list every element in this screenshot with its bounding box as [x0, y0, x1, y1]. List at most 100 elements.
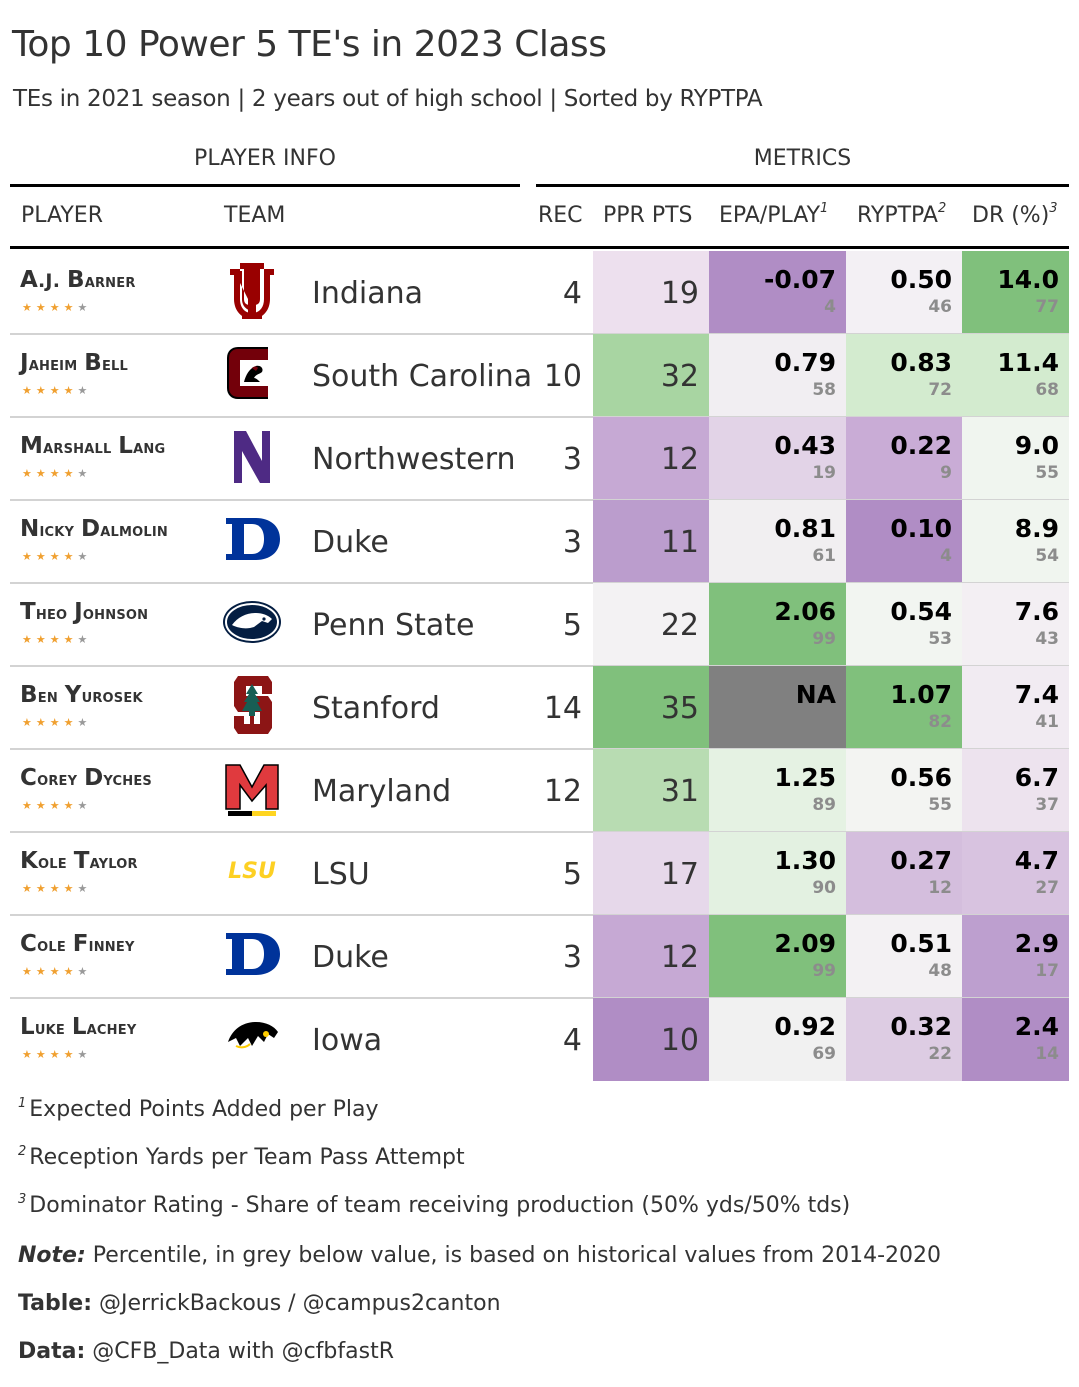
star-icon: ★	[77, 467, 92, 480]
group-rule-metrics	[536, 184, 1069, 187]
star-icon: ★	[35, 301, 50, 314]
epa-cell: 0.79 58	[709, 334, 846, 417]
rec-value: 3	[562, 442, 582, 477]
rec-value: 12	[543, 774, 582, 809]
table-row: Kole Taylor ★★★★★ LSU LSU 5 17 1.30 90 0.27 12 4.7…	[10, 832, 1069, 915]
star-icon: ★	[49, 1048, 64, 1061]
northwestern-logo	[222, 425, 282, 487]
rec-value: 4	[562, 1023, 582, 1058]
epa-cell: 0.92 69	[709, 998, 846, 1081]
dr-cell: 6.7 37	[962, 749, 1069, 832]
footnote-1: 1 Expected Points Added per Play	[18, 1096, 379, 1122]
header-rule	[10, 246, 1069, 249]
row-divider	[10, 665, 1069, 667]
col-header-epa: EPA/PLAY1	[719, 201, 829, 228]
star-icon: ★	[63, 882, 78, 895]
table-title: Top 10 Power 5 TE's in 2023 Class	[12, 24, 607, 65]
col-header-player: PLAYER	[21, 203, 103, 228]
penn-state-logo	[222, 591, 282, 653]
dr-cell: 7.4 41	[962, 666, 1069, 749]
table-row: Ben Yurosek ★★★★★ Stanford 14 35 NA 1.07 82 7.4 4…	[10, 666, 1069, 749]
row-divider	[10, 582, 1069, 584]
player-name: Luke Lachey	[20, 1014, 136, 1040]
team-name: Indiana	[312, 276, 424, 311]
ryptpa-value: 0.22	[890, 431, 952, 460]
ryptpa-percentile: 12	[928, 878, 952, 898]
dr-cell: 8.9 54	[962, 500, 1069, 583]
dr-percentile: 43	[1035, 629, 1059, 649]
table-credit: Table: @JerrickBackous / @campus2canton	[18, 1291, 501, 1316]
rec-value: 10	[543, 359, 582, 394]
star-rating: ★★★★★	[22, 384, 91, 397]
epa-percentile: 19	[812, 463, 836, 483]
star-icon: ★	[77, 633, 92, 646]
col-header-dr: DR (%)3	[972, 201, 1058, 228]
team-name: LSU	[312, 857, 370, 892]
team-name: Maryland	[312, 774, 452, 809]
ppr-cell: 12	[593, 417, 709, 500]
ryptpa-percentile: 46	[928, 297, 952, 317]
star-icon: ★	[49, 716, 64, 729]
epa-value: 1.30	[774, 846, 836, 875]
dr-cell: 4.7 27	[962, 832, 1069, 915]
ryptpa-percentile: 9	[940, 463, 952, 483]
footnote-2: 2 Reception Yards per Team Pass Attempt	[18, 1144, 465, 1170]
epa-cell: 0.43 19	[709, 417, 846, 500]
star-icon: ★	[63, 467, 78, 480]
dr-percentile: 27	[1035, 878, 1059, 898]
star-icon: ★	[77, 550, 92, 563]
star-icon: ★	[35, 550, 50, 563]
table-subtitle: TEs in 2021 season | 2 years out of high…	[13, 86, 763, 112]
dr-value: 2.4	[1014, 1012, 1059, 1041]
epa-value: 0.81	[774, 514, 836, 543]
ppr-value: 22	[660, 608, 699, 643]
star-icon: ★	[77, 384, 92, 397]
star-icon: ★	[77, 965, 92, 978]
group-player-info: PLAYER INFO	[194, 146, 336, 171]
ryptpa-value: 0.51	[890, 929, 952, 958]
star-icon: ★	[63, 633, 78, 646]
star-icon: ★	[22, 716, 36, 729]
star-rating: ★★★★★	[22, 882, 91, 895]
dr-value: 9.0	[1014, 431, 1059, 460]
epa-cell: 1.30 90	[709, 832, 846, 915]
epa-percentile: 61	[812, 546, 836, 566]
star-icon: ★	[77, 1048, 92, 1061]
ryptpa-cell: 0.51 48	[846, 915, 962, 998]
ppr-value: 17	[660, 857, 699, 892]
ryptpa-cell: 0.83 72	[846, 334, 962, 417]
dr-cell: 14.0 77	[962, 251, 1069, 334]
ryptpa-value: 1.07	[890, 680, 952, 709]
player-first-name: Ben	[20, 682, 58, 708]
ryptpa-cell: 0.56 55	[846, 749, 962, 832]
ppr-value: 32	[660, 359, 699, 394]
player-first-name: Kole	[20, 848, 67, 874]
dr-value: 4.7	[1014, 846, 1059, 875]
player-first-name: Nicky	[20, 516, 75, 542]
player-last-name: Johnson	[74, 599, 149, 625]
ryptpa-cell: 0.50 46	[846, 251, 962, 334]
ryptpa-value: 0.50	[890, 265, 952, 294]
player-last-name: Lachey	[71, 1014, 137, 1040]
ryptpa-cell: 1.07 82	[846, 666, 962, 749]
star-icon: ★	[63, 550, 78, 563]
player-first-name: Corey	[20, 765, 78, 791]
dr-cell: 2.4 14	[962, 998, 1069, 1081]
epa-percentile: 99	[812, 961, 836, 981]
star-icon: ★	[63, 716, 78, 729]
star-rating: ★★★★★	[22, 799, 91, 812]
dr-cell: 11.4 68	[962, 334, 1069, 417]
dr-value: 7.4	[1014, 680, 1059, 709]
table-row: Corey Dyches ★★★★★ Maryland 12 31 1.25 89 0.56 5…	[10, 749, 1069, 832]
rec-value: 4	[562, 276, 582, 311]
epa-cell: 1.25 89	[709, 749, 846, 832]
team-name: Duke	[312, 525, 389, 560]
dr-percentile: 55	[1035, 463, 1059, 483]
dr-percentile: 41	[1035, 712, 1059, 732]
table-row: Jaheim Bell ★★★★★ South Carolina 10 32 0.79 58…	[10, 334, 1069, 417]
ppr-cell: 12	[593, 915, 709, 998]
epa-value: 0.92	[774, 1012, 836, 1041]
dr-percentile: 37	[1035, 795, 1059, 815]
col-header-team: TEAM	[224, 203, 286, 228]
star-icon: ★	[63, 799, 78, 812]
